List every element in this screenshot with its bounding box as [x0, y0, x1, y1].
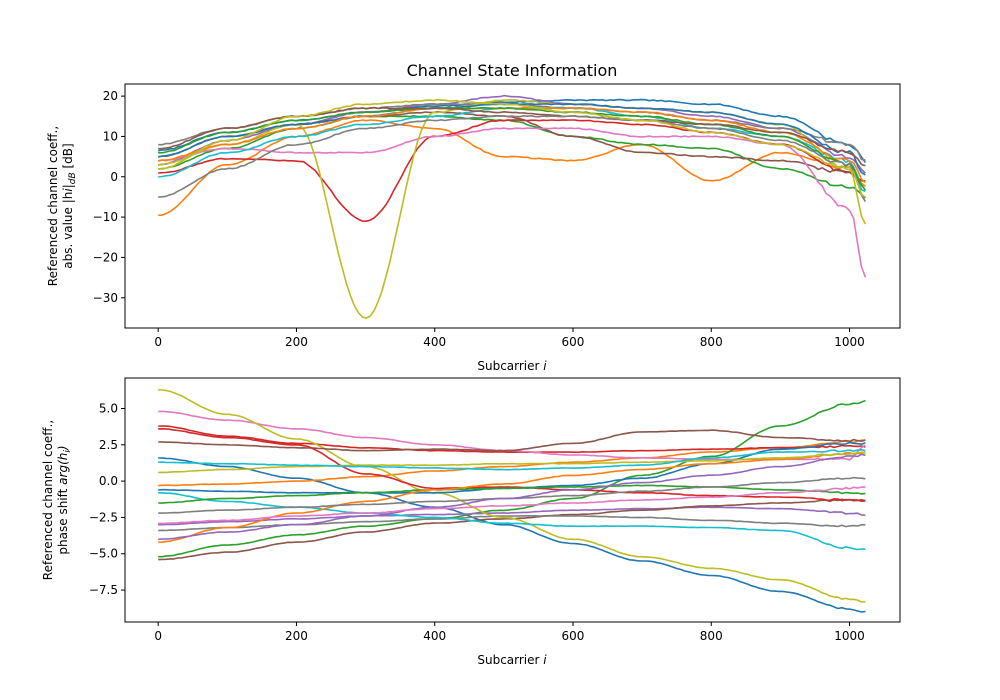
magnitude-series-15 — [158, 115, 867, 203]
chart-title: Channel State Information — [407, 61, 618, 80]
magnitude-xtick-label: 800 — [700, 335, 723, 349]
magnitude-ylabel-line2-text: abs. value |h — [61, 192, 75, 269]
magnitude-xtick-label: 0 — [154, 335, 162, 349]
phase-series-group — [158, 388, 866, 613]
magnitude-ytick-label: 10 — [103, 129, 118, 143]
magnitude-xlabel: Subcarrier i — [477, 359, 547, 373]
phase-xtick-label: 1000 — [834, 629, 865, 643]
magnitude-ylabel-line2-sub: dB — [68, 172, 78, 184]
magnitude-ylabel-line2-unit: [dB] — [61, 143, 75, 168]
magnitude-axis-ticks: 0 200 400 600 800 1000 −30 −20 −10 0 10 20 — [93, 89, 865, 349]
magnitude-ytick-label: −30 — [93, 291, 118, 305]
magnitude-ytick-label: 20 — [103, 89, 118, 103]
phase-xtick-label: 600 — [562, 629, 585, 643]
phase-series-18 — [158, 451, 866, 474]
phase-series-4 — [158, 425, 866, 454]
phase-xtick-label: 400 — [423, 629, 446, 643]
magnitude-ylabel: Referenced channel coeff., abs. value |h… — [46, 126, 78, 286]
phase-series-2 — [158, 439, 866, 487]
magnitude-ylabel-line1: Referenced channel coeff., — [46, 126, 60, 286]
magnitude-series-2 — [158, 119, 866, 217]
phase-ytick-label: −7.5 — [89, 583, 118, 597]
magnitude-series-16 — [158, 98, 866, 198]
magnitude-ytick-label: 0 — [110, 170, 118, 184]
magnitude-series-group — [158, 94, 867, 319]
phase-xlabel-text: Subcarrier — [477, 653, 539, 667]
phase-series-8 — [158, 515, 866, 532]
magnitude-ytick-label: −20 — [93, 250, 118, 264]
phase-series-19 — [158, 449, 866, 471]
magnitude-ytick-label: −10 — [93, 210, 118, 224]
phase-xtick-label: 800 — [700, 629, 723, 643]
phase-xlabel-var: i — [543, 653, 547, 667]
phase-series-14 — [158, 484, 866, 504]
magnitude-series-7 — [158, 127, 867, 278]
phase-series-3 — [158, 399, 866, 558]
phase-series-12 — [158, 428, 866, 502]
phase-ylabel: Referenced channel coeff., phase shift a… — [41, 420, 73, 580]
magnitude-plot-frame — [124, 83, 901, 329]
phase-series-20 — [158, 486, 866, 525]
phase-ytick-label: −2.5 — [89, 510, 118, 524]
phase-series-5 — [158, 506, 866, 526]
phase-series-10 — [158, 492, 866, 551]
magnitude-series-14 — [158, 106, 866, 167]
phase-series-1 — [158, 457, 866, 613]
phase-ylabel-line1: Referenced channel coeff., — [41, 420, 55, 580]
magnitude-xlabel-var: i — [543, 359, 547, 373]
phase-axis-ticks: 0 200 400 600 800 1000 −7.5 −5.0 −2.5 0.0 2.5 5.0 — [89, 402, 865, 644]
phase-ytick-label: 2.5 — [99, 438, 118, 452]
magnitude-xlabel-text: Subcarrier — [477, 359, 539, 373]
phase-xlabel: Subcarrier i — [477, 653, 547, 667]
phase-ylabel-line2-text: phase shift — [56, 488, 70, 554]
phase-xtick-label: 200 — [285, 629, 308, 643]
magnitude-series-13 — [158, 107, 867, 191]
phase-ylabel-line2: phase shift arg(hi) — [56, 445, 73, 554]
phase-plot: 0 200 400 600 800 1000 −7.5 −5.0 −2.5 0.0 2.5 5.0 S… — [41, 377, 901, 667]
phase-ytick-label: 5.0 — [99, 402, 118, 416]
magnitude-series-11 — [158, 102, 866, 176]
phase-ytick-label: −5.0 — [89, 547, 118, 561]
magnitude-xtick-label: 400 — [423, 335, 446, 349]
magnitude-xtick-label: 1000 — [834, 335, 865, 349]
phase-plot-frame — [124, 377, 901, 623]
phase-series-11 — [158, 429, 866, 452]
phase-xtick-label: 0 — [154, 629, 162, 643]
phase-series-17 — [158, 453, 866, 541]
phase-series-9 — [158, 388, 866, 603]
phase-ylabel-line2-unit: ) — [56, 445, 70, 451]
magnitude-xtick-label: 200 — [285, 335, 308, 349]
phase-ytick-label: 0.0 — [99, 474, 118, 488]
phase-ylabel-line2-sub: i — [63, 450, 73, 453]
magnitude-xtick-label: 600 — [562, 335, 585, 349]
magnitude-plot: 0 200 400 600 800 1000 −30 −20 −10 0 10 20 Subcarri… — [46, 83, 901, 373]
magnitude-ylabel-line2-var: i — [61, 188, 75, 192]
phase-ylabel-line2-var: arg(h — [56, 453, 70, 485]
magnitude-ylabel-line2: abs. value |hi|dB [dB] — [61, 143, 78, 268]
